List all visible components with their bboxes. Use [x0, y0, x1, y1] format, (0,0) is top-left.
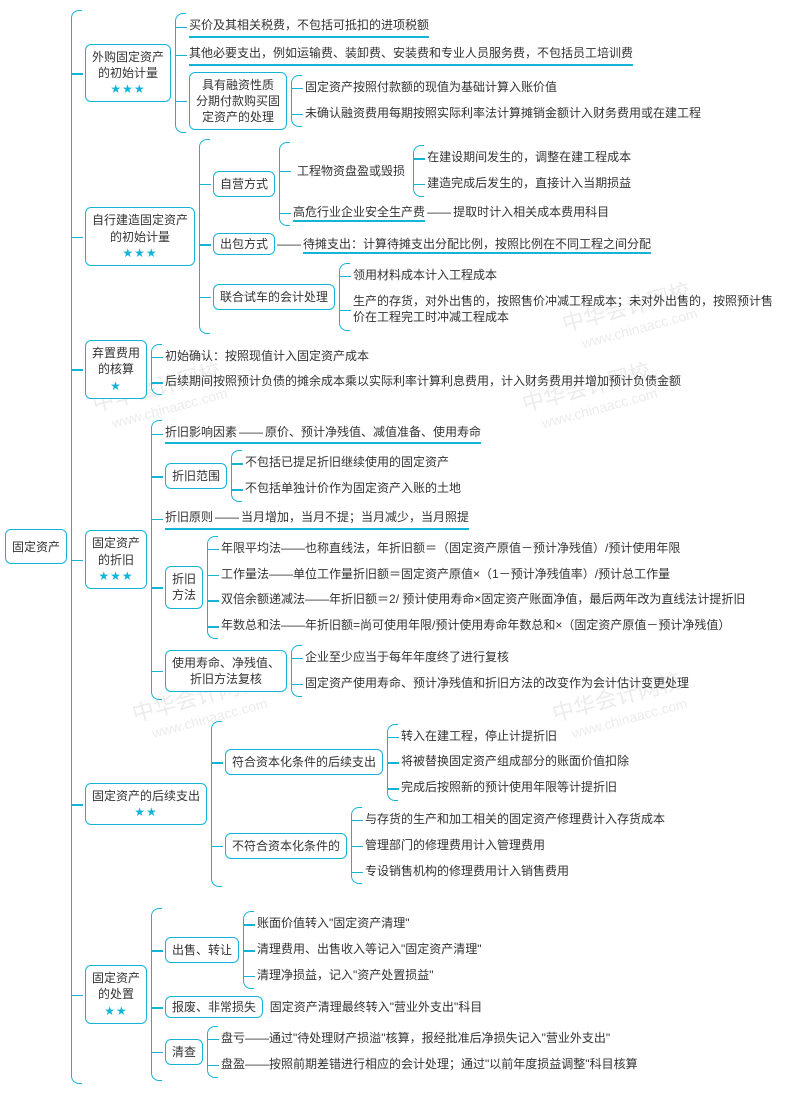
- leaf: 其他必要支出，例如运输费、装卸费、安装费和专业人员服务费，不包括员工培训费: [189, 44, 633, 66]
- leaf: 转入在建工程，停止计提折旧: [401, 727, 557, 747]
- node-financing: 具有融资性质 分期付款购买固 定资产的处理: [189, 72, 287, 131]
- branch-purchase: 外购固定资产 的初始计量 ★★★ 买价及其相关税费，不包括可抵扣的进项税额 其他…: [77, 13, 773, 133]
- value: 固定资产清理最终转入"营业外支出"科目: [270, 1000, 483, 1014]
- branch-subsequent: 固定资产的后续支出 ★★ 符合资本化条件的后续支出 转入在建工程，停止计提折旧 …: [77, 721, 773, 888]
- leaf: 不包括已提足折旧继续使用的固定资产: [245, 453, 449, 473]
- rating-stars: ★: [110, 379, 122, 393]
- rating-stars: ★★★: [110, 82, 145, 96]
- leaf: 初始确认：按照现值计入固定资产成本: [165, 347, 369, 367]
- node-title-text: 固定资产的后续支出: [92, 789, 200, 803]
- leaf: 买价及其相关税费，不包括可抵扣的进项税额: [189, 16, 429, 38]
- mindmap-root: 固定资产 外购固定资产 的初始计量 ★★★ 买价及其相关税费，不包括可抵扣的进项…: [5, 10, 782, 1084]
- value: 提取时计入相关成本费用科目: [453, 205, 609, 219]
- branch-selfbuild: 自行建造固定资产 的初始计量 ★★★ 自营方式 工程物资盘盈或毁损 在建设期间发…: [77, 139, 773, 334]
- label: 高危行业企业安全生产费: [293, 205, 425, 222]
- rating-stars: ★★★: [98, 569, 133, 583]
- leaf: 管理部门的修理费用计入管理费用: [365, 836, 545, 856]
- node-title-text: 固定资产 的折旧: [92, 536, 140, 566]
- leaf: 盘盈——按照前期差错进行相应的会计处理；通过"以前年度损益调整"科目核算: [221, 1055, 638, 1075]
- leaf: 固定资产使用寿命、预计净残值和折旧方法的改变作为会计估计变更处理: [305, 674, 689, 694]
- node-noncapitalize: 不符合资本化条件的: [225, 833, 347, 859]
- leaf: 企业至少应当于每年年度终了进行复核: [305, 648, 509, 668]
- node-title-text: 弃置费用 的核算: [92, 346, 140, 376]
- leaf: 报废、非常损失 固定资产清理最终转入"营业外支出"科目: [165, 995, 482, 1020]
- leaf: 高危行业企业安全生产费——提取时计入相关成本费用科目: [293, 203, 609, 223]
- level1-children: 外购固定资产 的初始计量 ★★★ 买价及其相关税费，不包括可抵扣的进项税额 其他…: [77, 10, 773, 1084]
- value: 当月增加，当月不提；当月减少，当月照提: [241, 510, 469, 524]
- node-trialrun: 联合试车的会计处理: [213, 284, 335, 310]
- branch-disposal: 固定资产 的处置 ★★ 出售、转让 账面价值转入"固定资产清理" 清理费用、出售…: [77, 908, 773, 1080]
- leaf: 账面价值转入"固定资产清理": [257, 914, 410, 934]
- node-disposal-title: 弃置费用 的核算 ★: [85, 340, 147, 399]
- leaf: 清理净损益，记入"资产处置损益": [257, 966, 434, 986]
- node-purchase-title: 外购固定资产 的初始计量 ★★★: [85, 44, 171, 103]
- leaf: 盘亏——通过"待处理财产损溢"核算，报经批准后净损失记入"营业外支出": [221, 1029, 610, 1049]
- node-selfop: 自营方式: [213, 171, 275, 197]
- leaf: 未确认融资费用每期按照实际利率法计算摊销金额计入财务费用或在建工程: [305, 104, 701, 124]
- leaf: 领用材料成本计入工程成本: [353, 266, 497, 286]
- leaf: 固定资产按照付款额的现值为基础计算入账价值: [305, 78, 557, 98]
- node-depr-review: 使用寿命、净残值、 折旧方法复核: [165, 650, 287, 692]
- node-inventory-check: 清查: [165, 1039, 203, 1065]
- node-outsource: 出包方式: [213, 233, 275, 255]
- leaf: 与存货的生产和加工相关的固定资产修理费计入存货成本: [365, 810, 665, 830]
- node-sale: 出售、转让: [165, 937, 239, 963]
- value: 待摊支出：计算待摊支出分配比例，按照比例在不同工程之间分配: [303, 237, 651, 254]
- node-materials: 工程物资盘盈或毁损: [293, 161, 409, 182]
- leaf: 生产的存货，对外出售的，按照售价冲减工程成本；未对外出售的，按照预计售价在工程完…: [353, 292, 773, 329]
- node-scrap: 报废、非常损失: [165, 996, 263, 1018]
- leaf: 双倍余额递减法——年折旧额＝2/ 预计使用寿命×固定资产账面净值，最后两年改为直…: [221, 590, 745, 610]
- node-title-text: 固定资产 的处置: [92, 971, 140, 1001]
- label: 折旧影响因素: [165, 425, 237, 439]
- leaf: 年限平均法——也称直线法，年折旧额＝（固定资产原值－预计净残值）/预计使用年限: [221, 539, 680, 559]
- value: 原价、预计净残值、减值准备、使用寿命: [265, 425, 481, 439]
- leaf: 年数总和法——年折旧额=尚可使用年限/预计使用寿命年数总和×（固定资产原值－预计…: [221, 616, 730, 636]
- rating-stars: ★★: [134, 805, 158, 819]
- node-title-text: 自行建造固定资产 的初始计量: [92, 213, 188, 243]
- node-depr-methods: 折旧 方法: [165, 566, 203, 608]
- leaf: 将被替换固定资产组成部分的账面价值扣除: [401, 752, 629, 772]
- rating-stars: ★★★: [122, 246, 157, 260]
- branch-depreciation: 固定资产 的折旧 ★★★ 折旧影响因素——原价、预计净残值、减值准备、使用寿命 …: [77, 420, 773, 700]
- leaf: 折旧原则——当月增加，当月不提；当月减少，当月照提: [165, 508, 469, 530]
- label: 折旧原则: [165, 510, 213, 524]
- leaf: 在建设期间发生的，调整在建工程成本: [427, 148, 631, 168]
- node-title-text: 外购固定资产 的初始计量: [92, 50, 164, 80]
- node-capitalize: 符合资本化条件的后续支出: [225, 749, 383, 775]
- branch-disposal-cost: 弃置费用 的核算 ★ 初始确认：按照现值计入固定资产成本 后续期间按照预计负债的…: [77, 340, 773, 399]
- node-subseq-title: 固定资产的后续支出 ★★: [85, 783, 207, 825]
- leaf: 专设销售机构的修理费用计入销售费用: [365, 862, 569, 882]
- leaf: 不包括单独计价作为固定资产入账的土地: [245, 479, 461, 499]
- node-selfbuild-title: 自行建造固定资产 的初始计量 ★★★: [85, 207, 195, 266]
- leaf: 出包方式——待摊支出：计算待摊支出分配比例，按照比例在不同工程之间分配: [213, 232, 651, 257]
- leaf: 后续期间按照预计负债的摊余成本乘以实际利率计算利息费用，计入财务费用并增加预计负…: [165, 372, 681, 392]
- root-node: 固定资产: [5, 529, 67, 564]
- leaf: 建造完成后发生的，直接计入当期损益: [427, 174, 631, 194]
- leaf: 工作量法——单位工作量折旧额＝固定资产原值×（1－预计净残值率）/预计总工作量: [221, 565, 670, 585]
- node-disp-title: 固定资产 的处置 ★★: [85, 965, 147, 1024]
- leaf: 清理费用、出售收入等记入"固定资产清理": [257, 940, 482, 960]
- node-depr-title: 固定资产 的折旧 ★★★: [85, 530, 147, 589]
- leaf: 折旧影响因素——原价、预计净残值、减值准备、使用寿命: [165, 423, 481, 445]
- rating-stars: ★★: [104, 1004, 128, 1018]
- node-depr-scope: 折旧范围: [165, 463, 227, 489]
- leaf: 完成后按照新的预计使用年限等计提折旧: [401, 778, 617, 798]
